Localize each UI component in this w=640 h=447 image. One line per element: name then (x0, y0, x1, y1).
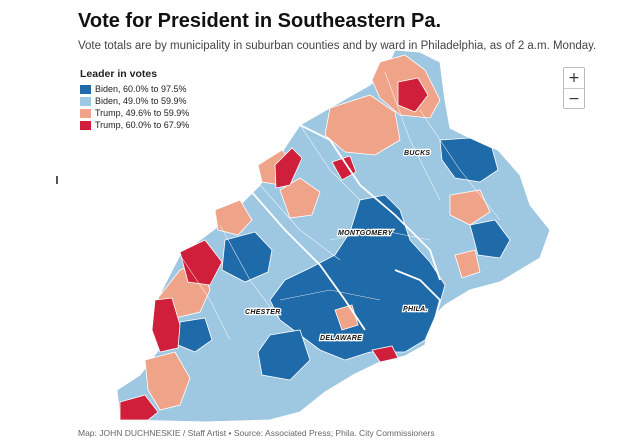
legend-title: Leader in votes (80, 68, 158, 80)
biden-strong-bucks (439, 137, 499, 183)
edge-marker (56, 176, 58, 184)
trump-lean-mid-chester (214, 199, 253, 236)
legend-swatch (80, 84, 91, 94)
trump-strong-southwest (119, 394, 159, 421)
zoom-control: + − (563, 67, 585, 109)
legend-label: Biden, 60.0% to 97.5% (95, 84, 187, 94)
trump-lean-southwest (144, 351, 191, 411)
county-label-montgomery: MONTGOMERY (338, 230, 394, 237)
trump-lean-upper-bucks (324, 94, 401, 156)
trump-strong-far-west (151, 297, 181, 353)
zoom-in-button[interactable]: + (564, 68, 584, 88)
legend-swatch (80, 96, 91, 106)
county-boundaries (249, 124, 442, 331)
legend: Leader in votes Biden, 60.0% to 97.5% Bi… (80, 68, 189, 131)
legend-item-trump-lean: Trump, 49.6% to 59.9% (80, 107, 189, 119)
trump-strong-north (397, 77, 429, 113)
legend-label: Trump, 60.0% to 67.9% (95, 120, 190, 130)
legend-item-trump-strong: Trump, 60.0% to 67.9% (80, 119, 189, 131)
trump-lean-south-bucks (454, 249, 481, 279)
legend-label: Trump, 49.6% to 59.9% (95, 108, 190, 118)
map-subtitle: Vote totals are by municipality in subur… (78, 40, 597, 52)
trump-strong-upper (331, 155, 357, 181)
trump-strong-west (179, 239, 223, 286)
county-label-delaware: DELAWARE (320, 335, 362, 342)
county-label-chester: CHESTER (245, 309, 281, 316)
county-label-phila: PHILA. (403, 306, 428, 313)
trump-lean-central (279, 177, 321, 219)
municipal-boundaries (179, 71, 501, 341)
trump-strong-delaware-south (371, 345, 399, 363)
legend-label: Biden, 49.0% to 59.9% (95, 96, 187, 106)
map-title: Vote for President in Southeastern Pa. (78, 10, 442, 32)
legend-item-biden-lean: Biden, 49.0% to 59.9% (80, 95, 189, 107)
county-label-bucks: BUCKS (404, 150, 430, 157)
biden-strong-bucks-south (469, 219, 511, 259)
legend-swatch (80, 120, 91, 130)
legend-item-biden-strong: Biden, 60.0% to 97.5% (80, 83, 189, 95)
trump-strong-northwest (274, 147, 303, 189)
biden-strong-chester-south (257, 329, 311, 381)
trump-lean-east-bucks (449, 189, 491, 226)
zoom-out-button[interactable]: − (564, 88, 584, 108)
biden-strong-chester (221, 231, 273, 283)
legend-swatch (80, 108, 91, 118)
biden-strong-core (269, 194, 446, 361)
source-credit: Map: JOHN DUCHNESKIE / Staff Artist • So… (78, 428, 435, 438)
